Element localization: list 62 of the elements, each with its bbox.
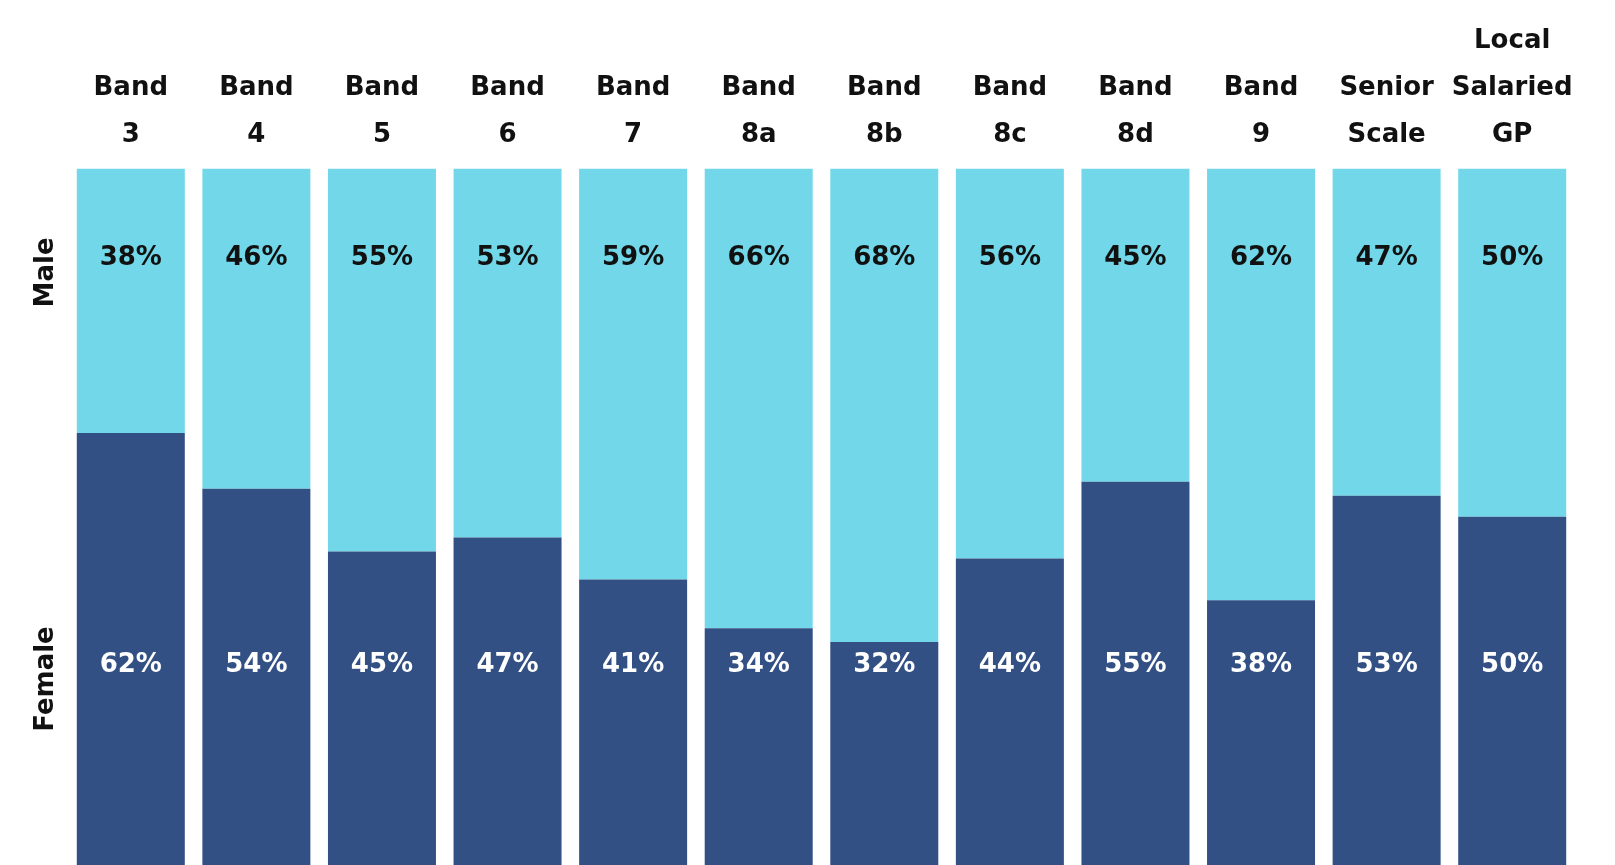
x-tick-label: Band 8a: [721, 70, 796, 148]
data-label: 45%: [1104, 241, 1167, 272]
bar: [1207, 600, 1316, 865]
x-tick-label: Band 8b: [847, 70, 922, 148]
x-tick-label: Band 9: [1223, 70, 1299, 148]
bar: [1081, 168, 1190, 482]
data-label: 55%: [1104, 647, 1167, 678]
bar: [1458, 168, 1567, 517]
data-label: 66%: [727, 241, 790, 272]
x-tick-label: Band 8c: [972, 70, 1048, 148]
bar: [1081, 481, 1190, 865]
bar: [76, 168, 185, 434]
bar: [202, 168, 311, 489]
data-label: 45%: [350, 647, 414, 678]
bar: [579, 168, 688, 580]
data-label: 41%: [602, 647, 665, 678]
data-label: 59%: [602, 241, 665, 272]
data-label: 38%: [99, 241, 162, 272]
bar: [1332, 168, 1441, 496]
data-label: 38%: [1229, 647, 1293, 678]
bar: [453, 537, 562, 865]
bar: [579, 579, 688, 865]
bar: [1207, 168, 1316, 601]
x-tick-label: Senior Scale: [1339, 70, 1435, 148]
bar: [327, 551, 436, 865]
data-label: 47%: [1355, 241, 1418, 272]
bar: [453, 168, 562, 538]
bar: [704, 628, 813, 865]
bar: [704, 168, 813, 629]
bar: [76, 433, 185, 865]
x-tick-label: Band 3: [93, 70, 169, 148]
data-label: 50%: [1481, 647, 1544, 678]
data-label: 53%: [476, 241, 539, 272]
data-label: 34%: [727, 647, 790, 678]
data-label: 46%: [225, 241, 288, 272]
bar: [1458, 516, 1567, 865]
bar: [327, 168, 436, 552]
data-label: 50%: [1481, 241, 1544, 272]
bar: [955, 168, 1064, 559]
data-label: 47%: [476, 647, 539, 678]
data-label: 32%: [853, 647, 916, 678]
bar: [830, 642, 939, 865]
x-tick-label: Local Salaried GP: [1451, 24, 1573, 148]
data-label: 56%: [978, 241, 1041, 272]
bar: [955, 558, 1064, 865]
text: Male: [28, 237, 59, 308]
x-tick-label: Band 6: [470, 70, 545, 148]
x-tick-label: Band 4: [219, 70, 294, 148]
x-tick-label: Band 8d: [1098, 70, 1173, 148]
x-tick-label: Band 7: [595, 70, 671, 148]
bar: [1332, 495, 1441, 865]
data-label: 62%: [1229, 241, 1293, 272]
data-label: 55%: [350, 241, 414, 272]
x-tick-label: Band 5: [344, 70, 420, 148]
data-label: 44%: [978, 647, 1041, 678]
data-label: 53%: [1355, 647, 1418, 678]
data-label: 68%: [853, 241, 916, 272]
data-label: 54%: [225, 647, 288, 678]
text: Female: [28, 626, 59, 732]
bar: [202, 488, 311, 865]
data-label: 62%: [99, 647, 162, 678]
bar: [830, 168, 939, 643]
